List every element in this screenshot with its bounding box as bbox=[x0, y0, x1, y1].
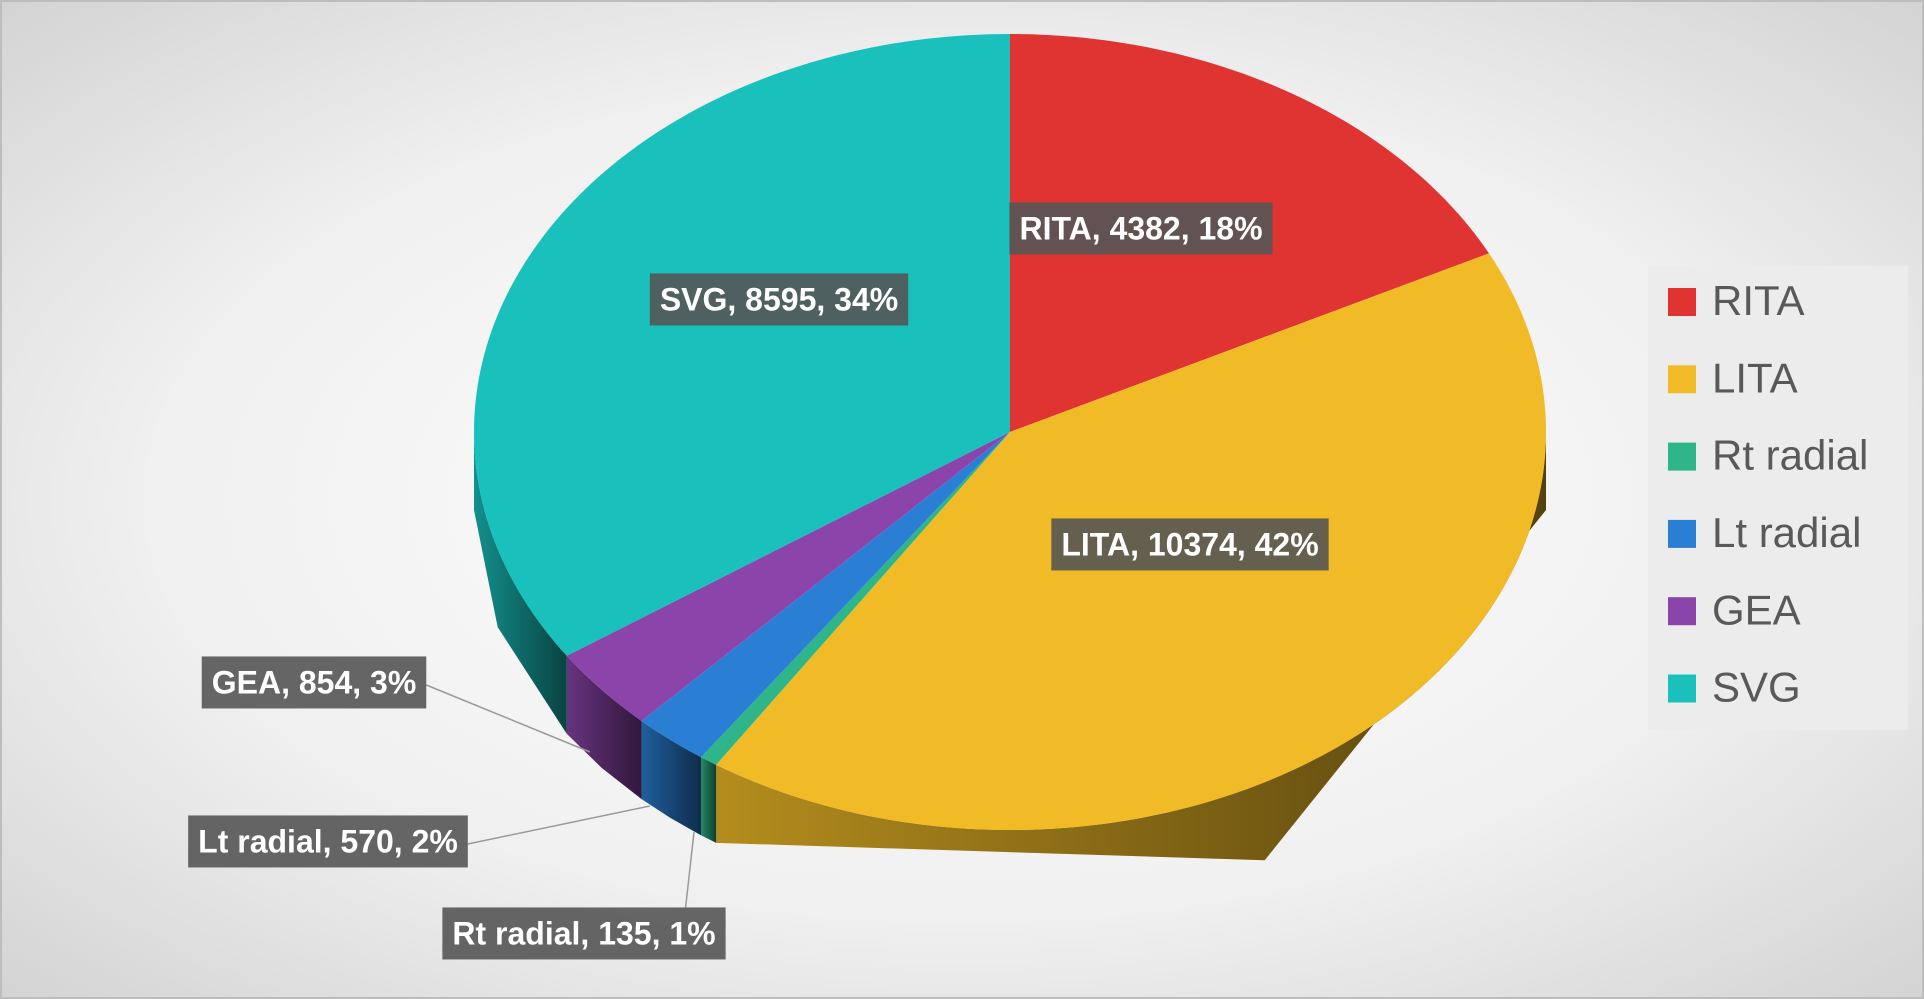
legend-label: Rt radial bbox=[1712, 432, 1868, 479]
legend-box bbox=[1648, 266, 1908, 730]
data-label-box bbox=[1009, 202, 1273, 255]
data-label-text: Lt radial, 570, 2% bbox=[198, 823, 458, 859]
legend-swatch bbox=[1668, 519, 1696, 548]
data-label-box bbox=[1051, 518, 1329, 571]
slice bbox=[700, 432, 1010, 765]
slice-side-shade bbox=[716, 432, 1546, 861]
legend-swatch bbox=[1668, 597, 1696, 626]
data-label-text: SVG, 8595, 34% bbox=[660, 281, 898, 317]
legend-label: SVG bbox=[1712, 664, 1801, 711]
leader-line bbox=[467, 805, 651, 845]
leader-line bbox=[425, 684, 591, 753]
data-label-text: GEA, 854, 3% bbox=[212, 664, 417, 700]
leader-line bbox=[684, 831, 695, 908]
legend-swatch bbox=[1668, 674, 1696, 703]
slice-side-shade bbox=[566, 655, 642, 799]
slice-side-shade bbox=[700, 757, 717, 843]
slice-side-shade bbox=[641, 720, 701, 836]
slice bbox=[474, 34, 1010, 656]
legend-label: RITA bbox=[1712, 277, 1805, 324]
legend-label: GEA bbox=[1712, 586, 1801, 633]
slice bbox=[566, 432, 1010, 721]
data-label-box bbox=[442, 907, 726, 960]
legend-swatch bbox=[1668, 365, 1696, 394]
legend-label: Lt radial bbox=[1712, 509, 1861, 556]
data-label-box bbox=[188, 815, 468, 868]
data-label-text: RITA, 4382, 18% bbox=[1019, 210, 1262, 246]
legend-swatch bbox=[1668, 288, 1696, 316]
data-label-text: Rt radial, 135, 1% bbox=[452, 915, 715, 951]
legend-swatch bbox=[1668, 442, 1696, 471]
slice-side-shade bbox=[474, 432, 567, 734]
data-label-text: LITA, 10374, 42% bbox=[1061, 526, 1318, 562]
legend-label: LITA bbox=[1712, 354, 1798, 401]
data-label-box bbox=[201, 656, 427, 709]
slice bbox=[641, 432, 1010, 758]
data-label-box bbox=[649, 273, 909, 326]
